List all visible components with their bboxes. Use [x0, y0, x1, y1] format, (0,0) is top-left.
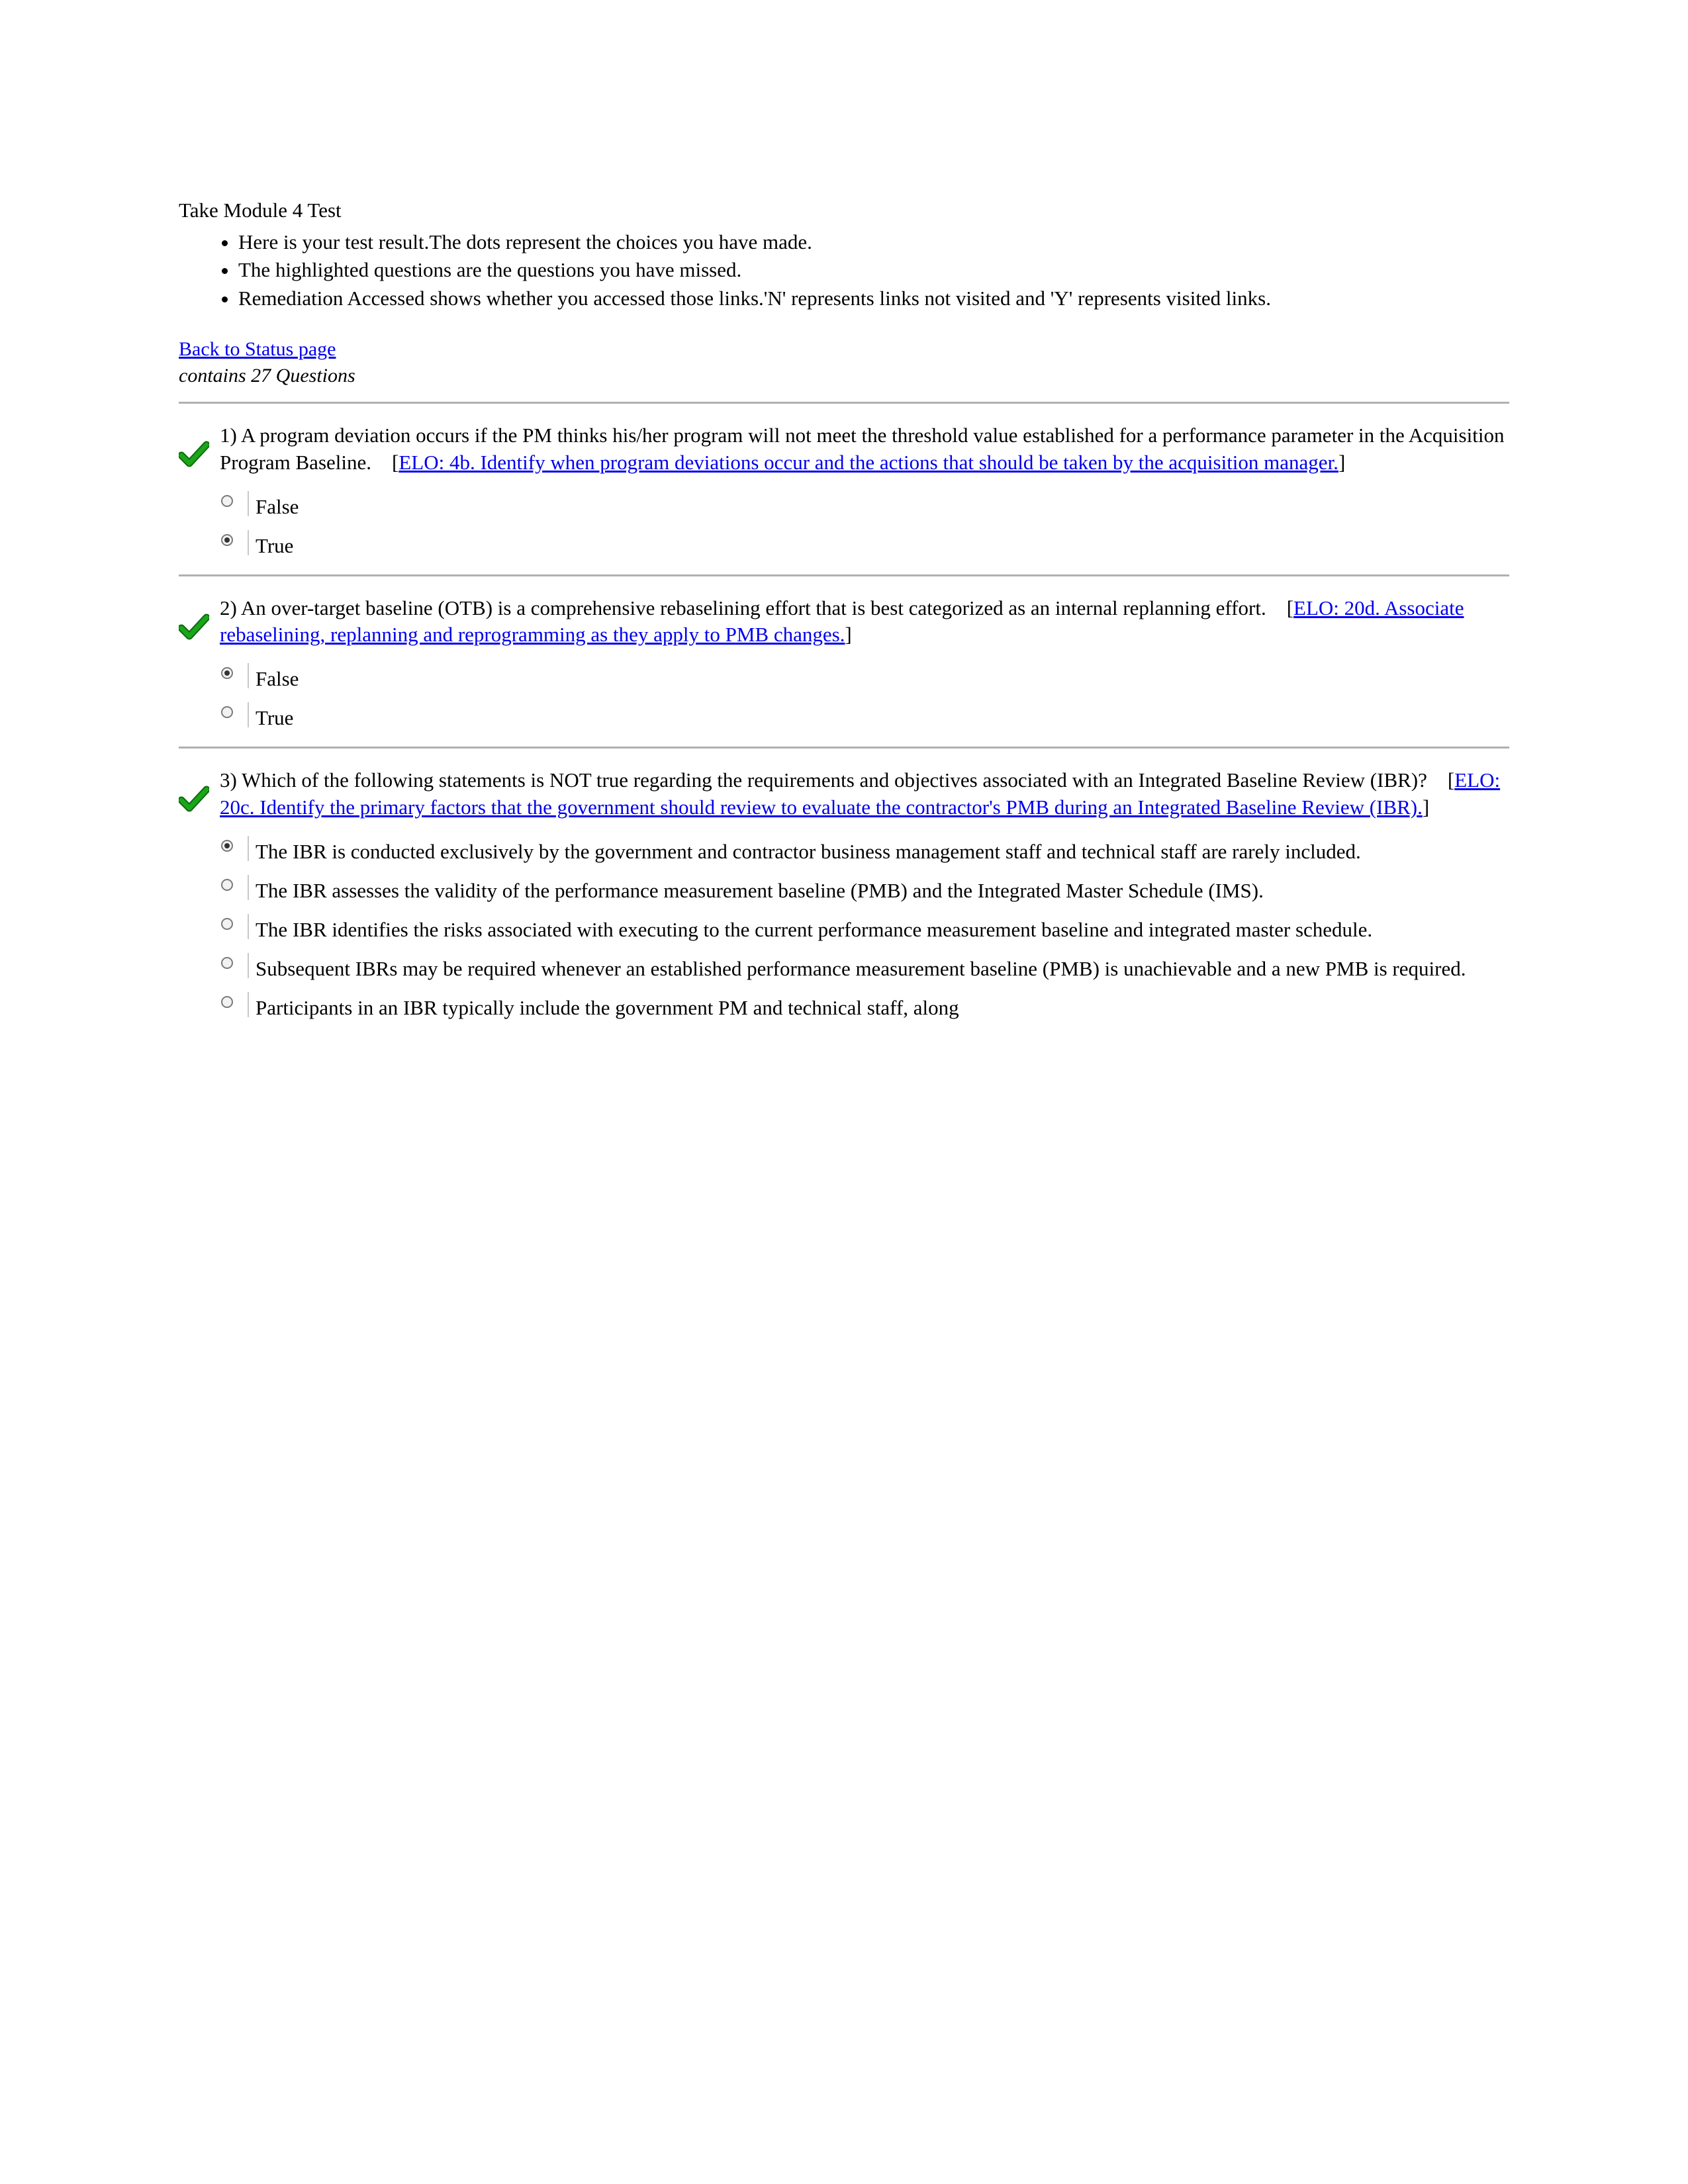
- instruction-item: Here is your test result.The dots repres…: [238, 229, 1509, 255]
- divider: [179, 402, 1509, 404]
- question-text: 3) Which of the following statements is …: [220, 767, 1509, 821]
- radio-unselected-icon: [220, 953, 249, 970]
- instructions-list: Here is your test result.The dots repres…: [179, 229, 1509, 312]
- question-text: 1) A program deviation occurs if the PM …: [220, 422, 1509, 477]
- answer-option[interactable]: Participants in an IBR typically include…: [220, 992, 1509, 1022]
- page-title: Take Module 4 Test: [179, 199, 1509, 222]
- answer-label: Participants in an IBR typically include…: [256, 992, 1509, 1022]
- question-block: 2) An over-target baseline (OTB) is a co…: [179, 595, 1509, 733]
- correct-check-icon: [179, 767, 220, 812]
- answer-option[interactable]: True: [220, 530, 1509, 560]
- question-number: 3): [220, 768, 237, 792]
- instruction-item: The highlighted questions are the questi…: [238, 257, 1509, 283]
- divider: [179, 574, 1509, 576]
- elo-link[interactable]: ELO: 4b. Identify when program deviation…: [399, 451, 1338, 474]
- question-number: 2): [220, 596, 237, 619]
- answer-label: False: [256, 663, 1509, 693]
- question-count: contains 27 Questions: [179, 365, 1509, 387]
- answer-option[interactable]: Subsequent IBRs may be required whenever…: [220, 953, 1509, 983]
- answers-list: False True: [220, 663, 1509, 732]
- question-block: 1) A program deviation occurs if the PM …: [179, 422, 1509, 560]
- answer-option[interactable]: The IBR assesses the validity of the per…: [220, 875, 1509, 905]
- question-body: Which of the following statements is NOT…: [242, 768, 1427, 792]
- answers-list: False True: [220, 491, 1509, 560]
- answer-option[interactable]: False: [220, 663, 1509, 693]
- divider: [179, 747, 1509, 749]
- back-link-container: Back to Status page: [179, 338, 1509, 361]
- question-body: An over-target baseline (OTB) is a compr…: [241, 596, 1266, 619]
- answer-label: True: [256, 702, 1509, 732]
- answer-label: True: [256, 530, 1509, 560]
- answer-option[interactable]: The IBR is conducted exclusively by the …: [220, 836, 1509, 866]
- correct-check-icon: [179, 595, 220, 640]
- answer-label: The IBR assesses the validity of the per…: [256, 875, 1509, 905]
- question-block: 3) Which of the following statements is …: [179, 767, 1509, 1021]
- instruction-item: Remediation Accessed shows whether you a…: [238, 285, 1509, 312]
- page: Take Module 4 Test Here is your test res…: [0, 0, 1688, 2184]
- radio-unselected-icon: [220, 875, 249, 892]
- question-number: 1): [220, 424, 237, 447]
- answer-label: The IBR identifies the risks associated …: [256, 914, 1509, 944]
- answer-option[interactable]: True: [220, 702, 1509, 732]
- correct-check-icon: [179, 422, 220, 467]
- radio-unselected-icon: [220, 914, 249, 931]
- radio-unselected-icon: [220, 992, 249, 1009]
- radio-selected-icon: [220, 836, 249, 853]
- answers-list: The IBR is conducted exclusively by the …: [220, 836, 1509, 1022]
- radio-selected-icon: [220, 530, 249, 547]
- question-text: 2) An over-target baseline (OTB) is a co…: [220, 595, 1509, 649]
- answer-label: False: [256, 491, 1509, 521]
- answer-label: The IBR is conducted exclusively by the …: [256, 836, 1509, 866]
- answer-option[interactable]: False: [220, 491, 1509, 521]
- back-to-status-link[interactable]: Back to Status page: [179, 338, 336, 360]
- answer-option[interactable]: The IBR identifies the risks associated …: [220, 914, 1509, 944]
- radio-unselected-icon: [220, 491, 249, 508]
- radio-selected-icon: [220, 663, 249, 680]
- radio-unselected-icon: [220, 702, 249, 719]
- answer-label: Subsequent IBRs may be required whenever…: [256, 953, 1509, 983]
